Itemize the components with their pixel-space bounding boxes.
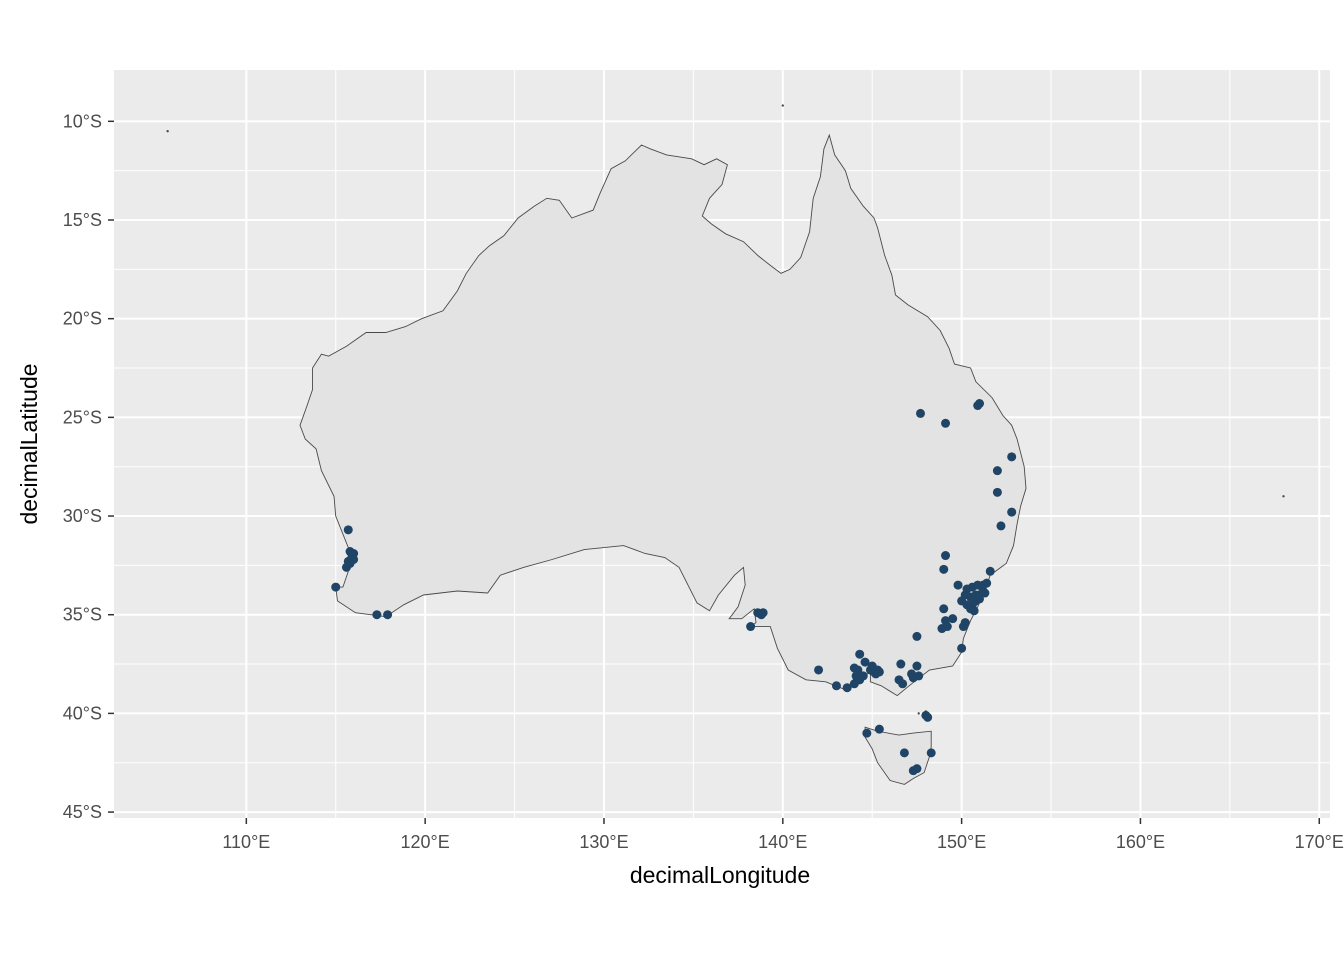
occurrence-point bbox=[992, 466, 1002, 476]
occurrence-point bbox=[756, 610, 766, 620]
x-tick-label: 140°E bbox=[758, 832, 807, 852]
x-tick-label: 130°E bbox=[579, 832, 628, 852]
occurrence-point bbox=[948, 614, 958, 624]
occurrence-point bbox=[842, 683, 852, 693]
occurrence-point bbox=[939, 604, 949, 614]
x-tick-label: 160°E bbox=[1116, 832, 1165, 852]
mainland-australia bbox=[299, 133, 1027, 697]
occurrence-point bbox=[985, 566, 995, 576]
small-island bbox=[781, 104, 784, 107]
occurrence-points bbox=[331, 399, 1017, 776]
occurrence-point bbox=[858, 671, 868, 681]
occurrence-point bbox=[912, 764, 922, 774]
occurrence-point bbox=[896, 659, 906, 669]
occurrence-point bbox=[898, 679, 908, 689]
y-tick-label: 35°S bbox=[63, 605, 102, 625]
occurrence-point bbox=[383, 610, 393, 620]
y-axis-title: decimalLatitude bbox=[16, 363, 42, 524]
occurrence-point bbox=[937, 624, 947, 634]
x-tick-label: 150°E bbox=[937, 832, 986, 852]
y-tick-label: 10°S bbox=[63, 111, 102, 131]
x-tick-label: 170°E bbox=[1295, 832, 1344, 852]
small-island bbox=[166, 129, 169, 133]
y-tick-label: 45°S bbox=[63, 802, 102, 822]
occurrence-point bbox=[372, 610, 382, 620]
occurrence-point bbox=[341, 562, 351, 572]
occurrence-point bbox=[975, 594, 985, 604]
occurrence-point bbox=[831, 681, 841, 691]
occurrence-point bbox=[855, 649, 865, 659]
occurrence-point bbox=[926, 748, 936, 758]
occurrence-point bbox=[941, 418, 951, 428]
occurrence-point bbox=[1007, 507, 1017, 517]
occurrence-point bbox=[912, 631, 922, 641]
y-tick-label: 40°S bbox=[63, 703, 102, 723]
occurrence-point bbox=[915, 408, 925, 418]
y-tick-label: 25°S bbox=[63, 407, 102, 427]
occurrence-point bbox=[899, 748, 909, 758]
occurrence-point bbox=[975, 399, 985, 409]
y-tick-label: 15°S bbox=[63, 210, 102, 230]
x-tick-label: 120°E bbox=[401, 832, 450, 852]
occurrence-point bbox=[996, 521, 1006, 531]
occurrence-point bbox=[912, 661, 922, 671]
x-tick-label: 110°E bbox=[222, 832, 270, 852]
occurrence-point bbox=[343, 525, 353, 535]
occurrence-point bbox=[982, 578, 992, 588]
occurrence-point bbox=[874, 724, 884, 734]
occurrence-point bbox=[957, 643, 967, 653]
occurrence-point bbox=[980, 588, 990, 598]
occurrence-point bbox=[746, 622, 756, 632]
occurrence-point bbox=[860, 657, 870, 667]
occurrence-point bbox=[874, 667, 884, 677]
occurrence-point bbox=[941, 551, 951, 561]
occurrence-point bbox=[1007, 452, 1017, 462]
occurrence-point bbox=[862, 728, 872, 738]
small-island bbox=[1282, 495, 1285, 498]
small-island bbox=[917, 712, 920, 715]
occurrence-point bbox=[331, 582, 341, 592]
occurrence-point bbox=[939, 564, 949, 574]
occurrence-point bbox=[969, 606, 979, 616]
occurrence-point bbox=[814, 665, 824, 675]
y-tick-label: 20°S bbox=[63, 309, 102, 329]
occurrence-point bbox=[992, 487, 1002, 497]
occurrence-point bbox=[958, 622, 968, 632]
axes: 110°E 120°E 130°E 140°E 150°E 160°E 170°E 10°S 1… bbox=[63, 111, 1344, 852]
y-tick-label: 30°S bbox=[63, 506, 102, 526]
occurrence-point bbox=[908, 673, 918, 683]
occurrence-point bbox=[923, 712, 933, 722]
occurrence-point bbox=[953, 580, 963, 590]
x-axis-title: decimalLongitude bbox=[630, 862, 810, 888]
